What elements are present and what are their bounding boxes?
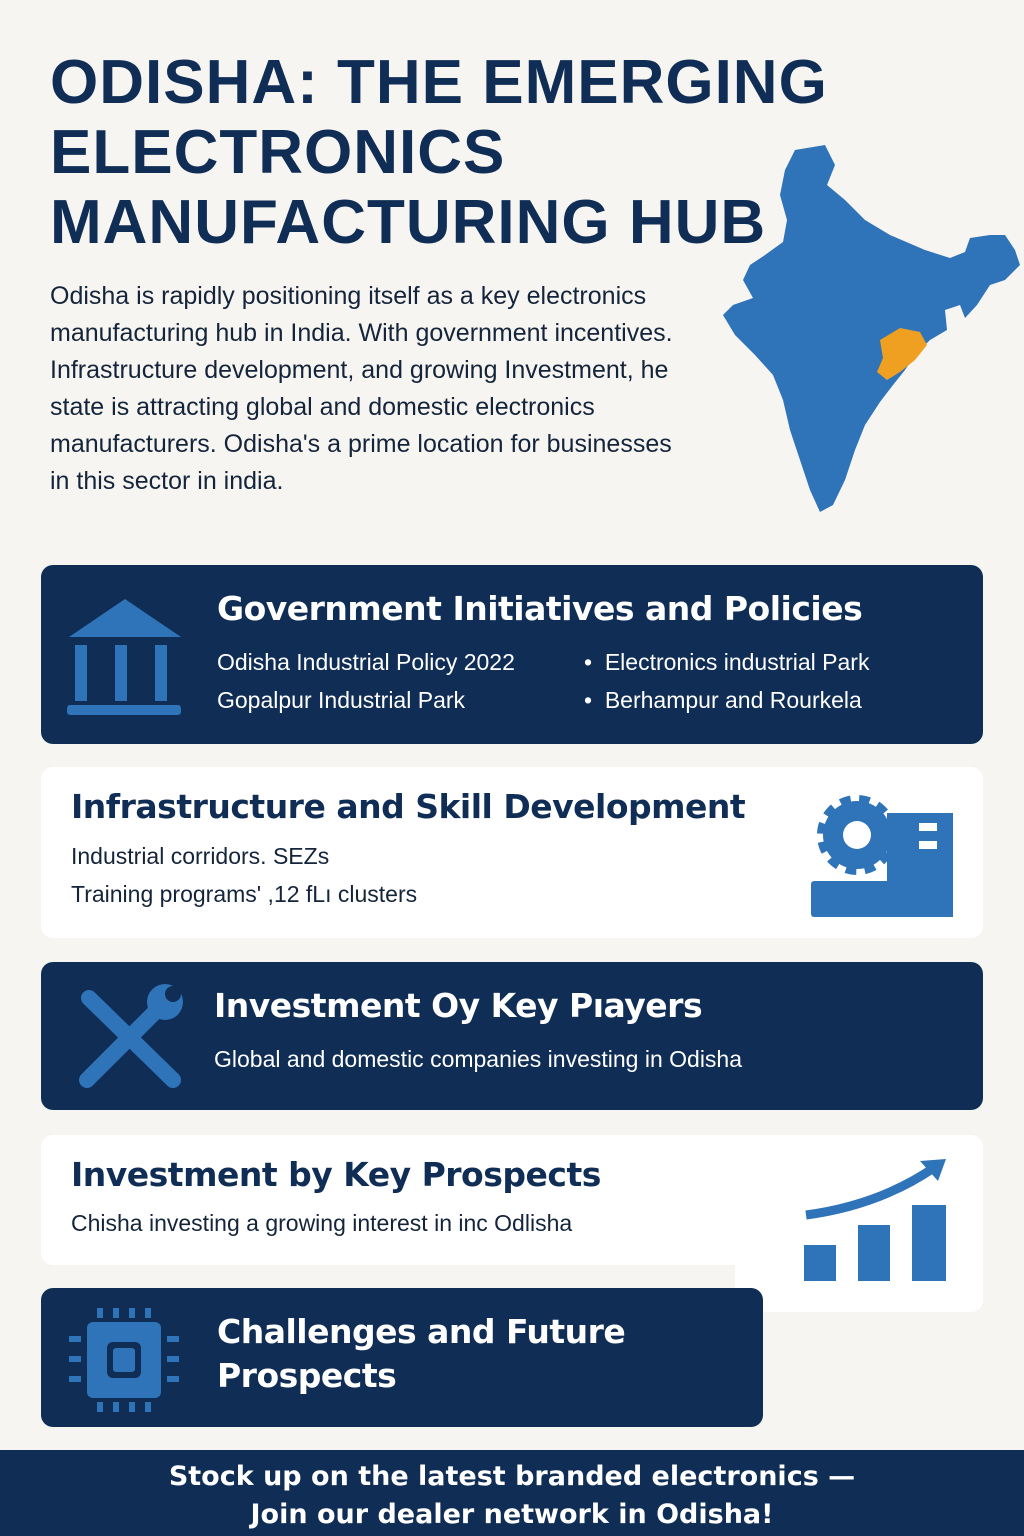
section-title: Infrastructure and Skill Development	[71, 787, 746, 826]
section-line: Chisha investing a growing interest in i…	[71, 1210, 573, 1236]
section-infrastructure: Infrastructure and Skill Development Ind…	[41, 767, 983, 938]
india-map-icon	[723, 145, 1020, 512]
section-investment-key-players: Investment Oy Key Pıayers Global and dom…	[41, 962, 983, 1110]
list-item: Gopalpur Industrial Park	[217, 687, 466, 713]
growth-chart-icon	[804, 1159, 946, 1281]
section-title: Challenges and Future Prospects	[217, 1312, 626, 1395]
section-challenges: Challenges and Future Prospects	[41, 1288, 763, 1427]
section-title: Investment Oy Key Pıayers	[214, 986, 703, 1025]
section-title: Government Initiatives and Policies	[217, 589, 863, 628]
section-title: Investment by Key Prospects	[71, 1155, 601, 1194]
list-item: • Electronics industrial Park	[584, 649, 870, 675]
page-title: ODISHA: THE EMERGING ELECTRONICS MANUFACTU…	[50, 48, 1010, 258]
microchip-icon	[69, 1308, 179, 1412]
section-line: Global and domestic companies investing …	[214, 1046, 743, 1072]
government-building-icon	[67, 599, 181, 715]
page-title-line: ODISHA: THE EMERGING	[50, 48, 828, 117]
footer-line-2: Join our dealer network in Odisha!	[250, 1499, 774, 1530]
list-item: • Berhampur and Rourkela	[584, 687, 862, 713]
section-government-initiatives: Government Initiatives and Policies Odis…	[41, 565, 983, 744]
section-line: Training programs' ,12 fLı clusters	[71, 881, 418, 907]
intro-paragraph: Odisha is rapidly positioning itself as …	[50, 282, 673, 495]
wrench-screwdriver-icon	[79, 984, 183, 1088]
list-item: Odisha Industrial Policy 2022	[217, 649, 515, 675]
page-title-line: MANUFACTURING HUB	[50, 188, 767, 257]
footer-line-1: Stock up on the latest branded electroni…	[168, 1461, 856, 1492]
footer-cta-banner[interactable]: Stock up on the latest branded electroni…	[0, 1450, 1024, 1536]
section-line: Industrial corridors. SEZs	[71, 843, 330, 869]
page-title-line: ELECTRONICS	[50, 118, 506, 187]
gear-factory-icon	[811, 795, 953, 917]
